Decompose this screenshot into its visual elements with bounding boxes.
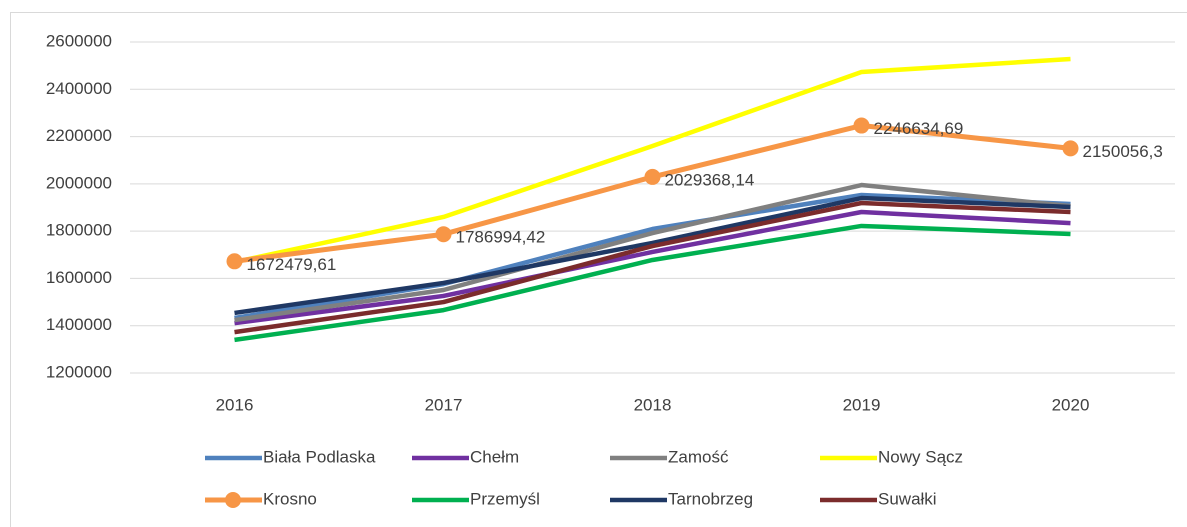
y-tick-label: 2200000: [46, 126, 112, 145]
data-label: 2150056,3: [1083, 142, 1163, 161]
x-tick-label: 2016: [216, 395, 254, 414]
marker: [644, 168, 661, 185]
series-line: [234, 209, 1071, 326]
marker: [226, 253, 243, 270]
series-line: [234, 182, 1071, 323]
data-label: 1786994,42: [456, 228, 546, 247]
legend-label: Przemyśl: [470, 489, 540, 508]
legend-label: Nowy Sącz: [878, 447, 963, 466]
y-tick-label: 2400000: [46, 79, 112, 98]
legend-label: Zamość: [668, 447, 729, 466]
y-tick-label: 2600000: [46, 31, 112, 50]
series-line: [234, 223, 1071, 343]
marker: [435, 226, 452, 243]
y-tick-label: 1600000: [46, 268, 112, 287]
series-line: [234, 195, 1071, 316]
legend-label: Krosno: [263, 489, 317, 508]
marker: [1062, 140, 1079, 157]
y-tick-label: 1200000: [46, 362, 112, 381]
legend-label: Suwałki: [878, 489, 937, 508]
series-line: [234, 192, 1071, 321]
x-tick-label: 2018: [634, 395, 672, 414]
legend-label: Chełm: [470, 447, 519, 466]
y-tick-label: 2000000: [46, 173, 112, 192]
series-line: [234, 200, 1071, 335]
data-label: 2029368,14: [665, 170, 755, 189]
legend-marker: [225, 492, 241, 508]
x-tick-label: 2019: [843, 395, 881, 414]
marker: [853, 117, 870, 134]
x-tick-label: 2017: [425, 395, 463, 414]
y-tick-label: 1800000: [46, 221, 112, 240]
legend-label: Tarnobrzeg: [668, 489, 753, 508]
legend-label: Biała Podlaska: [263, 447, 376, 466]
series-line: [234, 56, 1071, 265]
y-tick-label: 1400000: [46, 315, 112, 334]
chart-frame: [10, 12, 1187, 527]
x-tick-label: 2020: [1052, 395, 1090, 414]
data-label: 2246634,69: [874, 119, 964, 138]
data-label: 1672479,61: [247, 255, 337, 274]
